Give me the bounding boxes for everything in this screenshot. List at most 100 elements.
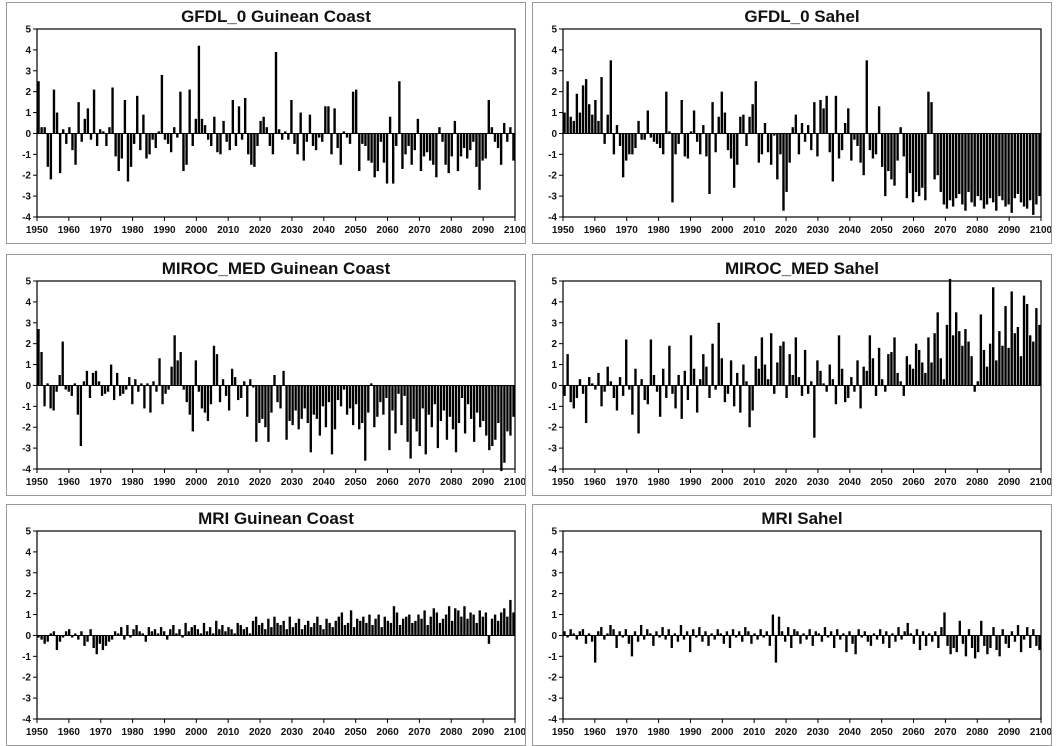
data-bar [319, 625, 322, 636]
data-bar [609, 60, 612, 134]
data-bar [222, 120, 225, 134]
data-bar [662, 368, 665, 386]
data-bar [503, 608, 506, 636]
x-tick-label: 1970 [90, 477, 113, 488]
data-bar [397, 385, 400, 394]
data-bar [77, 102, 80, 134]
data-bar [569, 629, 572, 636]
data-bar [339, 133, 342, 165]
data-bar [988, 133, 992, 199]
data-bar [143, 385, 146, 409]
x-tick-label: 2030 [281, 225, 304, 236]
data-bar [380, 627, 383, 636]
chart-title: MIROC_MED Sahel [725, 259, 879, 278]
data-bar [819, 100, 822, 134]
data-bar [191, 133, 194, 146]
data-bar [291, 385, 294, 426]
data-bar [569, 385, 572, 403]
x-tick-label: 1990 [153, 225, 176, 236]
x-tick-label: 2090 [472, 727, 495, 738]
data-bar [466, 385, 470, 405]
data-bar [343, 625, 347, 636]
data-bar [908, 364, 912, 386]
data-bar [992, 627, 995, 636]
data-bar [408, 614, 411, 636]
data-bar [256, 133, 259, 146]
data-bar [456, 133, 460, 172]
data-bar [606, 633, 609, 636]
x-tick-label: 2020 [249, 225, 272, 236]
data-bar [391, 385, 394, 411]
data-bar [683, 370, 687, 386]
data-bar [702, 125, 705, 134]
data-bar [500, 385, 503, 472]
data-bar [964, 329, 967, 386]
data-bar [351, 91, 355, 134]
data-bar [985, 366, 989, 386]
data-bar [859, 385, 862, 409]
data-bar [386, 620, 390, 636]
y-tick-label: 2 [551, 87, 557, 98]
data-bar [1007, 133, 1010, 205]
data-bar [136, 95, 139, 134]
data-bar [791, 127, 794, 134]
data-bar [55, 635, 59, 651]
data-bar [123, 100, 127, 134]
data-bar [293, 133, 296, 144]
data-bar [352, 627, 356, 636]
data-bar [692, 110, 696, 134]
data-bar [166, 635, 169, 640]
data-bar [747, 631, 750, 636]
data-bar [1010, 291, 1013, 386]
data-bar [985, 133, 989, 205]
data-bar [370, 133, 373, 163]
data-bar [237, 106, 241, 134]
data-bar [757, 368, 761, 386]
data-bar [472, 385, 476, 442]
data-bar [951, 133, 955, 207]
data-bar [649, 133, 653, 138]
data-bar [661, 627, 664, 636]
data-bar [825, 385, 828, 392]
x-tick-label: 2070 [408, 477, 431, 488]
data-bar [631, 133, 634, 155]
x-tick-label: 2100 [504, 727, 525, 738]
data-bar [316, 616, 319, 636]
data-bar [159, 627, 163, 636]
data-bar [435, 612, 439, 636]
data-bar [339, 385, 343, 407]
data-bar [58, 133, 62, 174]
data-bar [245, 627, 249, 636]
data-bar [782, 133, 785, 211]
data-bar [365, 622, 368, 636]
data-bar [943, 612, 946, 636]
data-bar [705, 133, 708, 157]
x-tick-label: 1970 [616, 225, 639, 236]
data-bar [594, 100, 597, 134]
y-tick-label: 1 [551, 108, 557, 119]
data-bar [441, 133, 444, 142]
x-tick-label: 2050 [871, 727, 894, 738]
data-bar [826, 635, 830, 638]
data-bar [182, 133, 185, 172]
data-bar [745, 381, 748, 386]
data-bar [679, 625, 683, 636]
data-bar [612, 133, 616, 155]
data-bar [933, 333, 936, 386]
data-bar [404, 133, 407, 155]
data-bar [481, 133, 484, 161]
data-bar [584, 635, 588, 644]
data-bar [300, 385, 303, 419]
data-bar [401, 133, 404, 169]
data-bar [958, 331, 961, 386]
data-bar [413, 133, 416, 151]
data-bar [454, 385, 458, 453]
data-bar [837, 335, 841, 386]
data-bar [597, 372, 600, 386]
data-bar [1029, 335, 1032, 386]
data-bar [594, 385, 597, 390]
data-bar [803, 133, 807, 142]
data-bar [92, 89, 96, 134]
data-bar [621, 133, 625, 178]
y-tick-label: -3 [22, 694, 31, 705]
